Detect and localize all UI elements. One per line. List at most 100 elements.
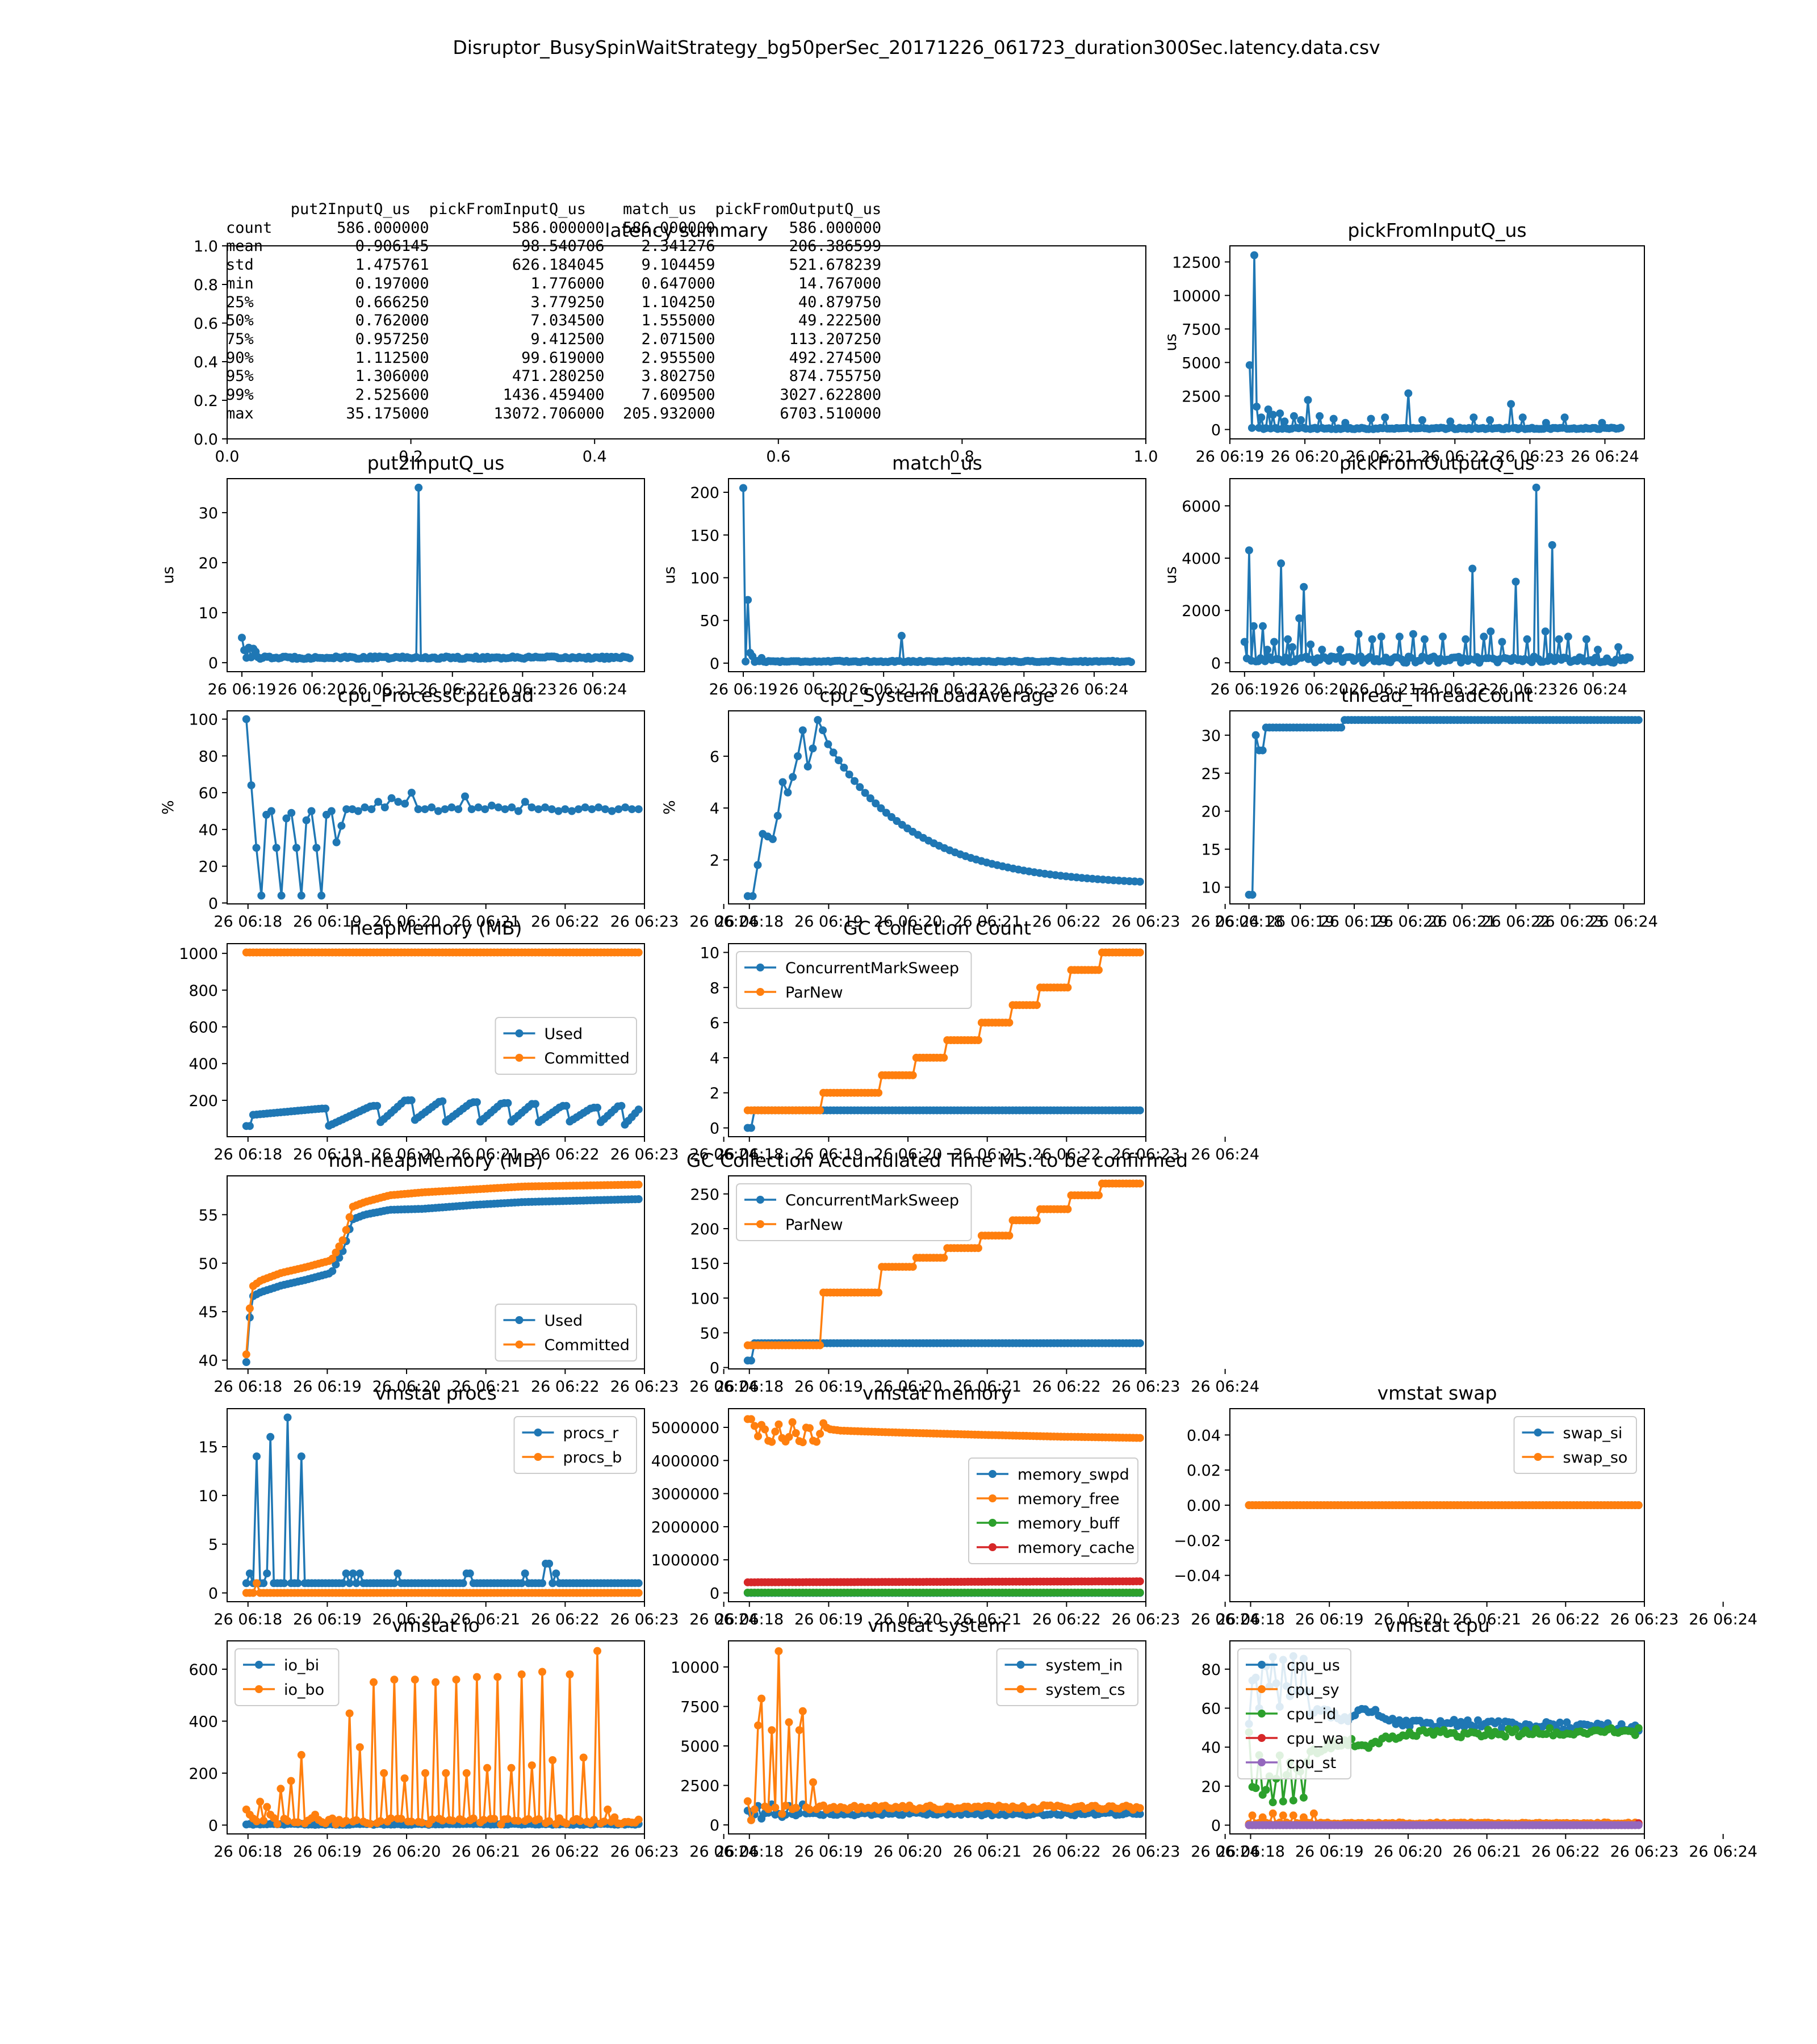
data-point [608, 807, 616, 815]
data-point [352, 1816, 361, 1824]
x-tick-label: 26 06:23 [1112, 1378, 1180, 1396]
x-tick-label: 26 06:21 [953, 1146, 1021, 1163]
x-tick-label: 26 06:21 [953, 1843, 1021, 1861]
y-axis-label: us [1162, 566, 1180, 584]
y-tick-label: 0.2 [194, 392, 218, 410]
y-tick-label: 55 [199, 1207, 218, 1224]
data-point [1095, 966, 1103, 974]
legend-label: cpu_wa [1287, 1730, 1344, 1748]
data-point [1450, 1716, 1458, 1724]
data-point [380, 803, 389, 811]
data-point [877, 804, 885, 812]
series-group [1245, 1501, 1643, 1509]
data-point [1371, 1706, 1380, 1714]
y-tick-label: 4000000 [651, 1452, 719, 1470]
series-group [1245, 716, 1643, 899]
y-tick-label: 20 [199, 858, 218, 876]
table-row: 25% 0.666250 3.779250 1.104250 40.879750 [226, 293, 882, 311]
legend-label: io_bo [284, 1681, 324, 1699]
y-tick-label: 60 [1201, 1700, 1221, 1718]
y-tick-label: 40 [199, 822, 218, 839]
data-point [393, 1569, 402, 1578]
data-point [1250, 251, 1258, 259]
x-tick-label: 26 06:23 [1610, 1843, 1679, 1861]
data-point [1381, 413, 1389, 422]
x-tick-label: 26 06:22 [531, 913, 600, 931]
data-point [872, 799, 880, 807]
x-tick-label: 26 06:20 [278, 681, 346, 698]
data-point [784, 788, 792, 797]
data-point [1251, 731, 1260, 739]
data-point [1546, 1724, 1554, 1732]
data-point [332, 1249, 340, 1256]
y-tick-label: 40 [1201, 1739, 1221, 1757]
legend-marker [756, 1220, 764, 1228]
data-point [788, 1418, 797, 1426]
data-point [588, 805, 596, 814]
data-point [552, 1569, 560, 1578]
data-point [1307, 640, 1315, 649]
data-point [1446, 417, 1455, 426]
data-point [1136, 1339, 1144, 1347]
legend-label: cpu_id [1287, 1706, 1336, 1723]
data-point [481, 805, 489, 814]
data-point [1318, 646, 1326, 654]
chart-memory: vmstat memory 0 1000000 2000000 3000000 40000… [651, 1382, 1259, 1628]
data-point [501, 805, 509, 814]
table-row: 90% 1.112500 99.619000 2.955500 492.2745… [226, 349, 882, 367]
series-group [238, 483, 634, 663]
chart-nonHeap: non-heapMemory (MB) 40 45 50 55 26 06:18 26 06… [199, 1149, 758, 1396]
data-point [840, 764, 848, 772]
data-point [634, 1579, 643, 1588]
data-point [576, 1817, 584, 1825]
data-point [1462, 635, 1470, 643]
data-point [538, 1579, 546, 1588]
axes-frame [227, 478, 645, 672]
axes-frame [1229, 710, 1645, 904]
table-row: 50% 0.762000 7.034500 1.555000 49.222500 [226, 312, 882, 330]
data-point [561, 805, 570, 814]
data-point [774, 1647, 783, 1656]
data-point [795, 1726, 803, 1735]
chart-pickFromInputQ: pickFromInputQ_us 0 2500 5000 7500 10000 12500… [1162, 219, 1645, 466]
data-point [1249, 622, 1258, 630]
x-tick-label: 26 06:23 [1112, 1843, 1180, 1861]
data-point [1634, 1821, 1643, 1829]
data-point [1512, 577, 1520, 586]
legend-label: procs_r [563, 1425, 619, 1442]
legend: io_bi io_bo [235, 1648, 340, 1706]
data-point [739, 484, 747, 492]
y-tick-label: 20 [1201, 803, 1221, 821]
chart-title: heapMemory (MB) [350, 917, 522, 939]
data-point [434, 807, 442, 815]
data-point [574, 805, 583, 814]
data-point [604, 1806, 612, 1813]
x-tick-label: 26 06:24 [689, 1843, 758, 1861]
data-point [1518, 413, 1527, 422]
y-tick-label: 200 [690, 1221, 719, 1238]
x-tick-label: 26 06:24 [1689, 1843, 1757, 1861]
x-tick-label: 26 06:22 [531, 1611, 600, 1628]
legend-marker [515, 1054, 524, 1062]
x-tick-label: 26 06:21 [1346, 448, 1414, 466]
data-point [545, 1560, 554, 1568]
data-point [272, 844, 280, 852]
data-point [1295, 614, 1304, 622]
y-tick-label: 4 [710, 800, 719, 818]
x-tick-label: 26 06:21 [849, 681, 918, 698]
x-tick-label: 26 06:18 [715, 1843, 784, 1861]
y-tick-label: 5000 [1182, 354, 1221, 372]
x-tick-label: 26 06:22 [1032, 1378, 1101, 1396]
legend-marker [1534, 1453, 1542, 1461]
y-tick-label: 6 [710, 1015, 719, 1032]
x-tick-label: 26 06:24 [1191, 1611, 1259, 1628]
data-point [257, 891, 266, 900]
y-tick-label: 0 [1211, 655, 1221, 672]
data-point [490, 1815, 499, 1823]
x-tick-label: 26 06:23 [610, 1611, 679, 1628]
legend-label: memory_swpd [1018, 1466, 1129, 1484]
y-axis-label: % [160, 800, 177, 815]
data-point [789, 773, 797, 781]
legend-marker [756, 988, 764, 996]
